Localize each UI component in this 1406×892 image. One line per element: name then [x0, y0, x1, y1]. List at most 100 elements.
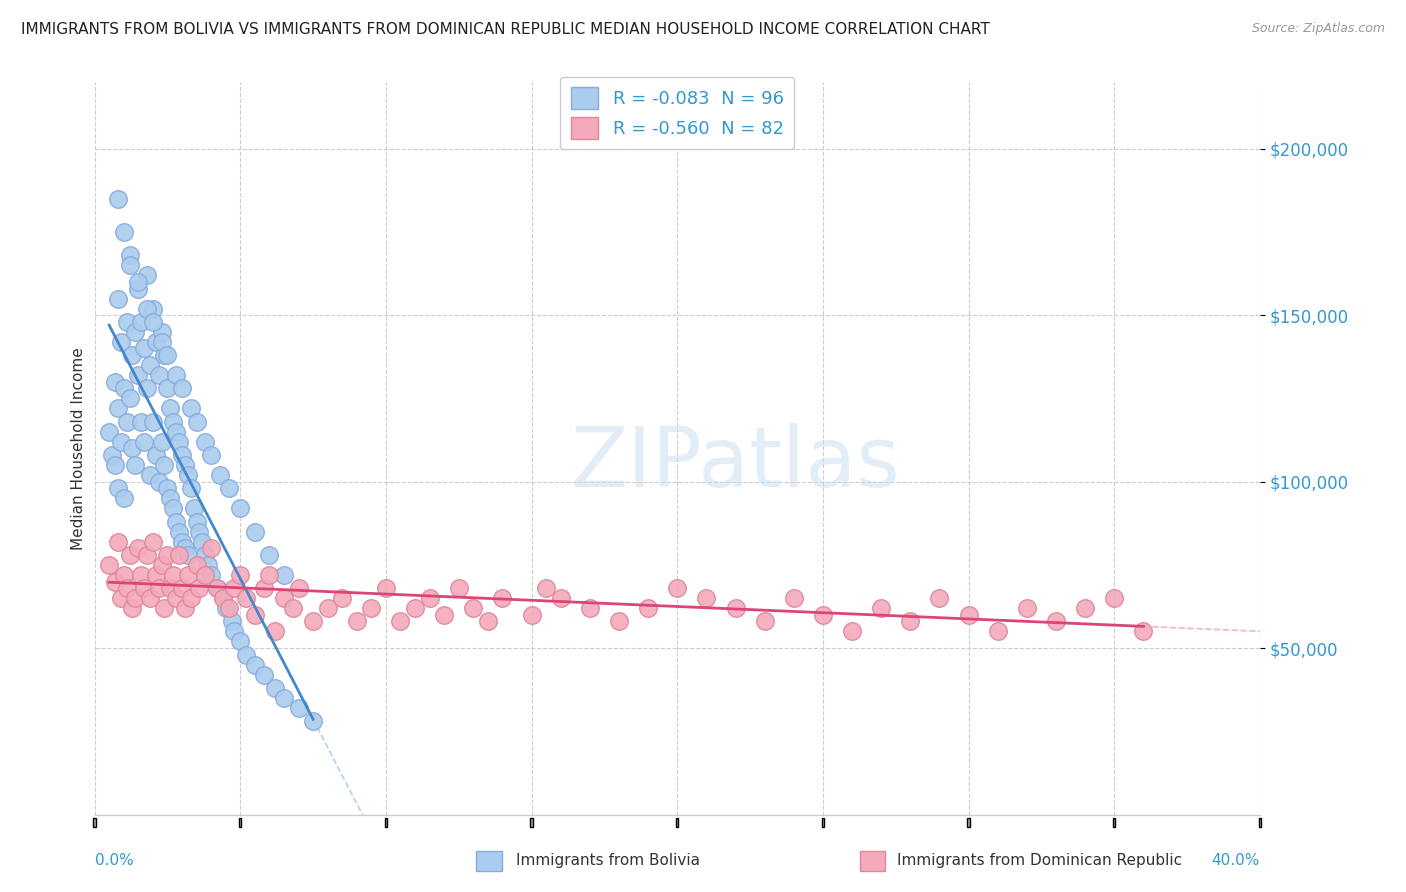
Point: [987, 624, 1010, 639]
Point: [112, 225, 135, 239]
Point: [107, 401, 129, 416]
Point: [200, 448, 222, 462]
Point: [150, 558, 173, 572]
Point: [463, 601, 485, 615]
Point: [211, 591, 233, 606]
Point: [724, 601, 747, 615]
Point: [167, 434, 190, 449]
Point: [898, 615, 921, 629]
Point: [170, 581, 193, 595]
Point: [346, 615, 368, 629]
Point: [165, 425, 187, 439]
Point: [224, 581, 246, 595]
Point: [550, 591, 572, 606]
Point: [112, 491, 135, 506]
Point: [132, 434, 155, 449]
Point: [477, 615, 499, 629]
Point: [129, 315, 152, 329]
Point: [156, 548, 179, 562]
Point: [259, 548, 281, 562]
Point: [783, 591, 806, 606]
Point: [1074, 601, 1097, 615]
Point: [165, 591, 187, 606]
Point: [579, 601, 602, 615]
Point: [174, 601, 197, 615]
Point: [215, 601, 238, 615]
Point: [167, 524, 190, 539]
Point: [491, 591, 513, 606]
Point: [194, 434, 217, 449]
Point: [136, 548, 159, 562]
Point: [127, 541, 149, 556]
Point: [191, 534, 214, 549]
Point: [98, 558, 121, 572]
Point: [302, 714, 325, 729]
Point: [374, 581, 396, 595]
Point: [637, 601, 659, 615]
Point: [330, 591, 353, 606]
Point: [129, 415, 152, 429]
Point: [218, 481, 240, 495]
Point: [281, 601, 304, 615]
Point: [252, 581, 274, 595]
Point: [205, 581, 228, 595]
Point: [115, 315, 138, 329]
Point: [1104, 591, 1126, 606]
Point: [142, 315, 165, 329]
Point: [153, 458, 176, 472]
Point: [115, 581, 138, 595]
Point: [98, 425, 121, 439]
Text: ZIPatlas: ZIPatlas: [571, 423, 900, 503]
Point: [170, 448, 193, 462]
Point: [360, 601, 382, 615]
Point: [433, 607, 456, 622]
Point: [121, 442, 143, 456]
Point: [153, 348, 176, 362]
Point: [695, 591, 717, 606]
Point: [142, 534, 165, 549]
Point: [194, 548, 217, 562]
Point: [186, 515, 208, 529]
Point: [1132, 624, 1154, 639]
Legend: R = -0.083  N = 96, R = -0.560  N = 82: R = -0.083 N = 96, R = -0.560 N = 82: [560, 77, 794, 150]
Text: Source: ZipAtlas.com: Source: ZipAtlas.com: [1251, 22, 1385, 36]
Point: [180, 401, 202, 416]
Point: [145, 448, 167, 462]
Point: [162, 567, 184, 582]
Point: [118, 392, 141, 406]
Point: [177, 467, 200, 482]
Point: [165, 515, 187, 529]
Point: [666, 581, 689, 595]
Point: [229, 567, 252, 582]
Point: [139, 467, 162, 482]
Point: [205, 581, 228, 595]
Point: [107, 534, 129, 549]
Point: [221, 615, 243, 629]
Point: [273, 591, 295, 606]
Point: [124, 325, 146, 339]
Point: [156, 381, 179, 395]
Point: [273, 567, 295, 582]
Point: [211, 591, 233, 606]
Point: [264, 681, 287, 695]
Point: [148, 368, 170, 383]
Text: Immigrants from Bolivia: Immigrants from Bolivia: [516, 854, 700, 868]
Point: [104, 375, 127, 389]
Point: [150, 434, 173, 449]
Point: [170, 381, 193, 395]
Point: [811, 607, 834, 622]
Point: [136, 381, 159, 395]
Point: [121, 348, 143, 362]
Point: [107, 292, 129, 306]
Point: [229, 501, 252, 516]
Point: [174, 458, 197, 472]
Point: [127, 281, 149, 295]
Point: [145, 334, 167, 349]
Point: [156, 348, 179, 362]
Point: [162, 501, 184, 516]
Point: [145, 567, 167, 582]
Point: [159, 401, 181, 416]
Point: [124, 458, 146, 472]
Point: [110, 334, 132, 349]
Point: [165, 368, 187, 383]
